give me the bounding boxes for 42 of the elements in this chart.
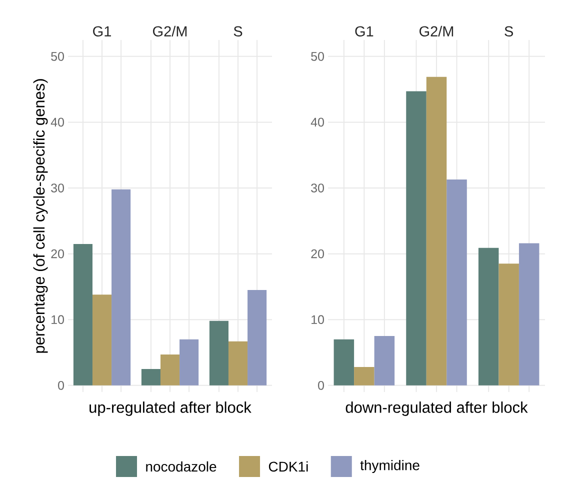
x-tick-label: G1 <box>355 26 374 36</box>
bar <box>180 339 199 386</box>
x-tick-label: S <box>504 26 514 36</box>
bar <box>228 341 248 386</box>
bar <box>160 354 180 386</box>
bar <box>498 264 519 386</box>
bar <box>209 320 228 386</box>
x-tick-label: G2/M <box>153 26 187 36</box>
legend-label: thymidine <box>360 460 420 474</box>
y-tick-label: 0 <box>318 380 324 390</box>
bar <box>92 294 112 386</box>
bar <box>406 91 426 386</box>
x-axis-title: down-regulated after block <box>346 402 528 416</box>
y-tick-label: 40 <box>310 118 324 127</box>
y-tick-label: 10 <box>312 315 324 324</box>
y-tick-label: 50 <box>311 52 324 61</box>
bar <box>478 248 499 386</box>
bar <box>518 243 540 386</box>
y-tick-label: 20 <box>51 249 64 258</box>
bar <box>334 339 354 386</box>
bar <box>112 189 131 386</box>
y-tick-label: 0 <box>58 380 64 390</box>
legend-label: CDK1i <box>268 461 308 472</box>
y-tick-label: 20 <box>311 249 324 258</box>
bar <box>141 368 160 386</box>
x-tick-label: G1 <box>93 26 111 36</box>
bar <box>374 336 395 386</box>
y-tick-label: 30 <box>311 184 324 192</box>
bar <box>426 76 447 386</box>
x-tick-label: S <box>234 26 242 36</box>
y-axis-title: percentage (of cell cycle-specific genes) <box>33 79 48 353</box>
bar <box>73 244 92 386</box>
x-axis-title: up-regulated after block <box>90 402 252 416</box>
bar <box>446 179 467 386</box>
y-tick-label: 30 <box>51 184 64 192</box>
bar <box>354 366 374 386</box>
x-tick-label: G2/M <box>420 26 454 36</box>
y-tick-label: 10 <box>52 315 64 324</box>
legend-label: nocodazole <box>146 461 216 472</box>
y-tick-label: 40 <box>50 118 64 127</box>
bar <box>248 290 267 386</box>
y-tick-label: 50 <box>51 52 64 61</box>
